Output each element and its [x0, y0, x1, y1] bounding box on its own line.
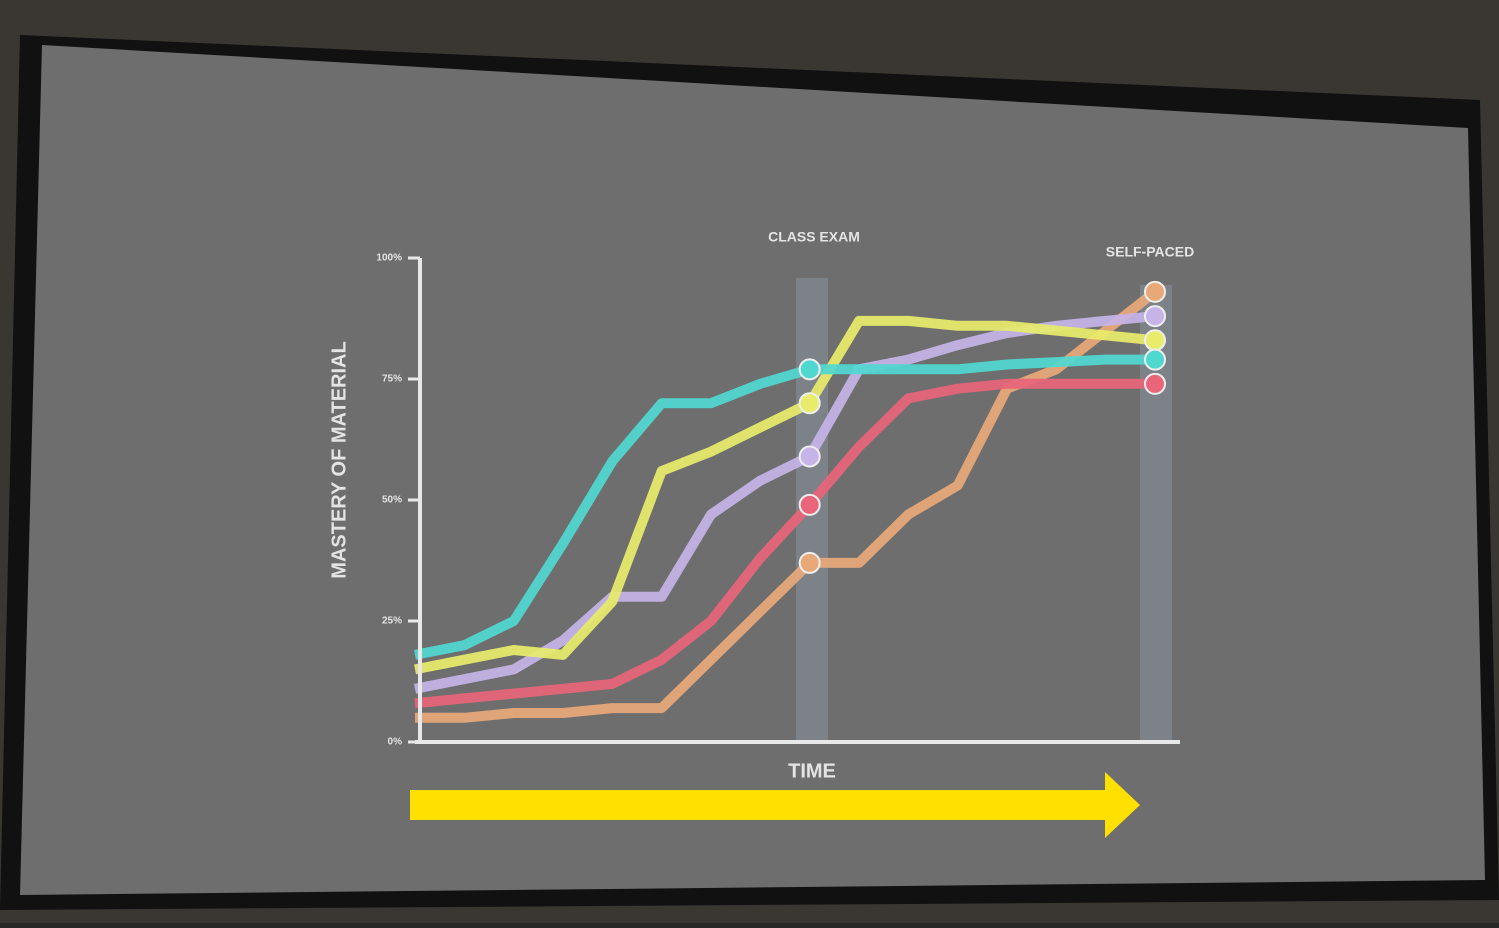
point-marker	[1144, 348, 1166, 371]
point-marker	[798, 358, 821, 381]
arrow-head	[1105, 772, 1140, 838]
point-marker	[798, 493, 821, 516]
plot	[414, 280, 1166, 723]
y-tick-label: 100%	[376, 253, 402, 264]
y-axis-label: MASTERY OF MATERIAL	[328, 341, 350, 578]
point-marker	[798, 551, 821, 574]
y-tick-label: 75%	[382, 374, 402, 385]
x-axis-label: TIME	[788, 760, 836, 782]
point-marker	[1144, 280, 1166, 303]
series-line	[414, 354, 1155, 660]
arrow-shaft	[410, 790, 1110, 820]
point-marker	[1144, 329, 1166, 352]
y-tick-label: 50%	[382, 495, 402, 506]
point-marker	[798, 445, 821, 468]
point-marker	[1144, 305, 1166, 328]
point-marker	[798, 392, 821, 415]
screen	[20, 45, 1485, 895]
y-tick-label: 25%	[382, 616, 402, 627]
series-line	[414, 378, 1155, 709]
y-tick-label: 0%	[388, 737, 403, 748]
annotation: SELF-PACED	[1106, 244, 1194, 260]
annotation: CLASS EXAM	[768, 229, 860, 245]
series-line	[414, 315, 1156, 675]
point-marker	[1144, 372, 1166, 395]
